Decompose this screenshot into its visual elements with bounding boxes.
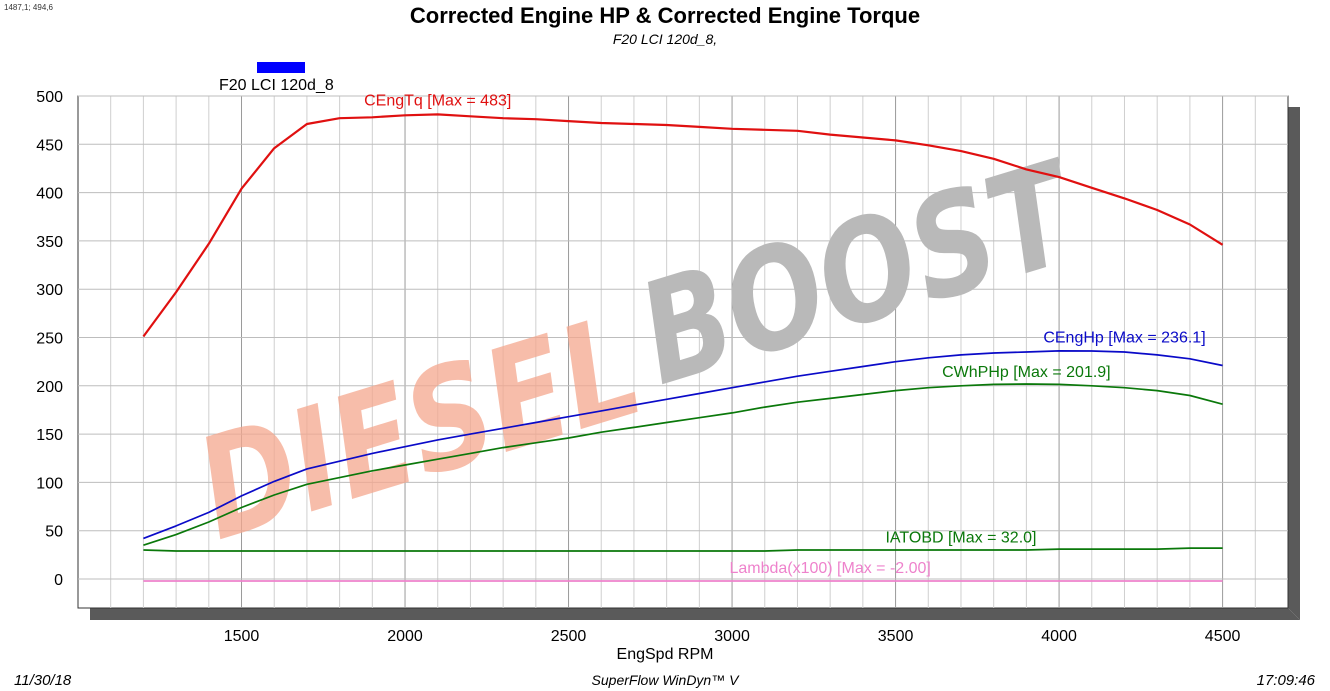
x-tick-label: 3500 xyxy=(878,628,914,645)
y-tick-label: 50 xyxy=(45,524,63,541)
series-label-cwhphp: CWhPHp [Max = 201.9] xyxy=(942,364,1111,381)
grid xyxy=(78,95,1288,608)
chart-title: Corrected Engine HP & Corrected Engine T… xyxy=(409,3,921,28)
series-line-cenghp xyxy=(143,350,1223,540)
y-tick-label: 400 xyxy=(36,186,63,203)
y-tick-label: 300 xyxy=(36,282,63,299)
software-name: SuperFlow WinDyn™ V xyxy=(591,672,739,688)
y-tick-label: 150 xyxy=(36,427,63,444)
y-tick-label: 450 xyxy=(36,137,63,154)
x-tick-label: 2000 xyxy=(387,628,423,645)
cursor-coordinate-readout: 1487,1; 494,6 xyxy=(4,3,53,12)
y-tick-label: 350 xyxy=(36,234,63,251)
plot-area xyxy=(77,95,1289,609)
x-tick-label: 3000 xyxy=(714,628,750,645)
series-label-cenghp: CEngHp [Max = 236.1] xyxy=(1043,329,1205,346)
series-labels: CEngTq [Max = 483] CEngHp [Max = 236.1] CW… xyxy=(364,93,1206,578)
y-tick-label: 250 xyxy=(36,331,63,348)
series-line-cengtq xyxy=(142,113,1224,338)
x-tick-label: 4000 xyxy=(1041,628,1077,645)
x-tick-label: 4500 xyxy=(1205,628,1241,645)
series-line-cwhphp xyxy=(143,383,1223,547)
y-tick-label: 200 xyxy=(36,379,63,396)
x-tick-label: 2500 xyxy=(551,628,587,645)
frame-shadow-bottom xyxy=(90,608,1300,620)
y-tick-label: 0 xyxy=(54,572,63,589)
series-label-iatobd: IATOBD [Max = 32.0] xyxy=(885,529,1036,546)
legend-swatch xyxy=(257,62,305,73)
axes: 0 50 100 150 200 250 300 350 400 450 500 1500 2000 25… xyxy=(36,89,1240,645)
legend-label: F20 LCI 120d_8 xyxy=(219,77,334,94)
series-line-iatobd xyxy=(143,547,1223,552)
run-date: 11/30/18 xyxy=(14,672,72,689)
run-time: 17:09:46 xyxy=(1256,672,1315,689)
chart-subtitle: F20 LCI 120d_8, xyxy=(612,31,718,47)
series-lines xyxy=(142,113,1224,582)
frame-shadow-right xyxy=(1288,107,1300,620)
y-tick-label: 500 xyxy=(36,89,63,106)
series-label-lambda-x100-: Lambda(x100) [Max = -2.00] xyxy=(729,560,930,577)
x-axis-label: EngSpd RPM xyxy=(616,646,714,663)
y-tick-label: 100 xyxy=(36,475,63,492)
x-tick-label: 1500 xyxy=(224,628,260,645)
series-label-cengtq: CEngTq [Max = 483] xyxy=(364,93,511,110)
